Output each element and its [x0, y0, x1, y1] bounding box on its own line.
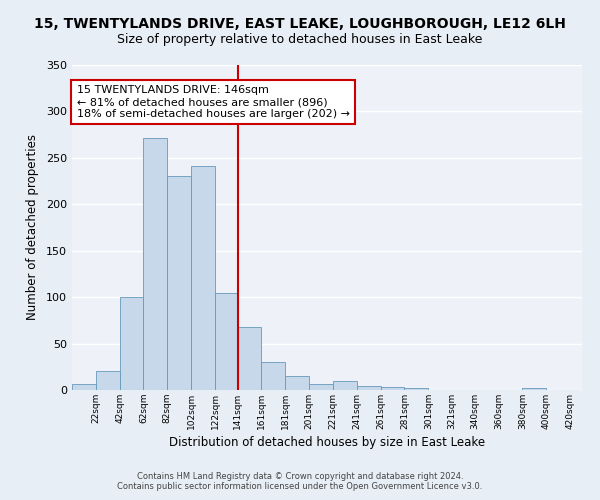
- Bar: [238, 327, 262, 390]
- Bar: [72, 384, 96, 390]
- Text: 15 TWENTYLANDS DRIVE: 146sqm
← 81% of detached houses are smaller (896)
18% of s: 15 TWENTYLANDS DRIVE: 146sqm ← 81% of de…: [77, 86, 350, 118]
- Bar: [191, 166, 215, 390]
- Bar: [333, 380, 357, 390]
- Bar: [380, 387, 404, 390]
- Bar: [119, 297, 143, 390]
- Text: Contains HM Land Registry data © Crown copyright and database right 2024.: Contains HM Land Registry data © Crown c…: [137, 472, 463, 481]
- Bar: [215, 292, 238, 390]
- Bar: [523, 388, 546, 390]
- Bar: [262, 362, 285, 390]
- Bar: [357, 386, 380, 390]
- Bar: [167, 176, 191, 390]
- Bar: [309, 384, 333, 390]
- Bar: [143, 138, 167, 390]
- X-axis label: Distribution of detached houses by size in East Leake: Distribution of detached houses by size …: [169, 436, 485, 449]
- Bar: [96, 372, 119, 390]
- Text: Size of property relative to detached houses in East Leake: Size of property relative to detached ho…: [118, 32, 482, 46]
- Text: Contains public sector information licensed under the Open Government Licence v3: Contains public sector information licen…: [118, 482, 482, 491]
- Text: 15, TWENTYLANDS DRIVE, EAST LEAKE, LOUGHBOROUGH, LE12 6LH: 15, TWENTYLANDS DRIVE, EAST LEAKE, LOUGH…: [34, 18, 566, 32]
- Bar: [285, 376, 309, 390]
- Bar: [404, 388, 428, 390]
- Y-axis label: Number of detached properties: Number of detached properties: [26, 134, 39, 320]
